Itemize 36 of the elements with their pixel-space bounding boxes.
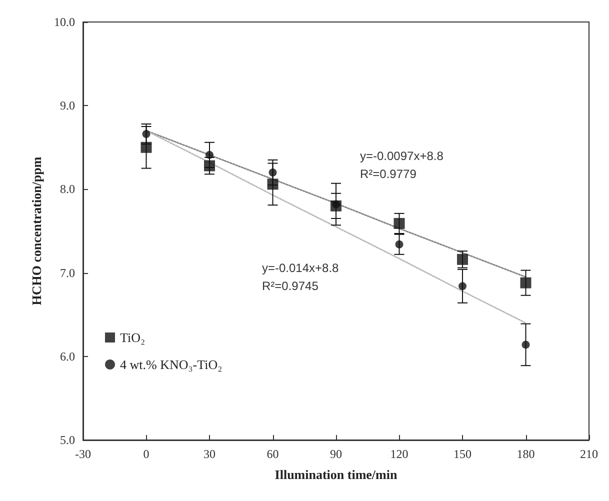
point [522, 340, 530, 349]
y-tick-label: 8.0 [60, 182, 75, 196]
x-tick-label: -30 [75, 447, 91, 461]
point [204, 160, 215, 172]
y-tick-label: 9.0 [60, 98, 75, 113]
point [267, 178, 278, 190]
point [395, 240, 404, 248]
x-tick-label: 90 [330, 447, 342, 461]
point [458, 282, 466, 290]
y-tick-label: 6.0 [60, 349, 75, 364]
annotation: y=-0.0097x+8.8 [360, 149, 444, 163]
x-tick-label: 150 [454, 447, 472, 461]
annotation: R²=0.9745 [262, 279, 319, 293]
x-tick-label: 0 [143, 447, 150, 461]
annotation: y=-0.014x+8.8 [262, 261, 340, 275]
point [332, 200, 340, 208]
point [140, 142, 152, 153]
x-tick-label: 30 [204, 447, 216, 461]
y-tick-label: 5.0 [60, 433, 75, 447]
y-tick-label: 7.0 [60, 266, 75, 280]
y-axis-title: HCHO concentration/ppm [29, 156, 44, 306]
x-tick-label: 180 [516, 447, 535, 461]
point [268, 168, 277, 176]
point [142, 130, 150, 138]
point [206, 150, 214, 159]
point [457, 254, 468, 265]
y-tick-label: 10.0 [54, 15, 75, 29]
x-axis-title: Illumination time/min [274, 467, 398, 482]
legend-label: TiO₂ [120, 330, 146, 345]
annotation: R²=0.9779 [360, 167, 417, 181]
legend-label: 4 wt.% KNO₃-TiO₂ [120, 357, 222, 372]
x-tick-label: 120 [390, 447, 408, 461]
x-tick-label: 210 [580, 447, 598, 461]
point [520, 277, 532, 288]
point [394, 218, 405, 229]
x-tick-label: 60 [266, 447, 279, 461]
